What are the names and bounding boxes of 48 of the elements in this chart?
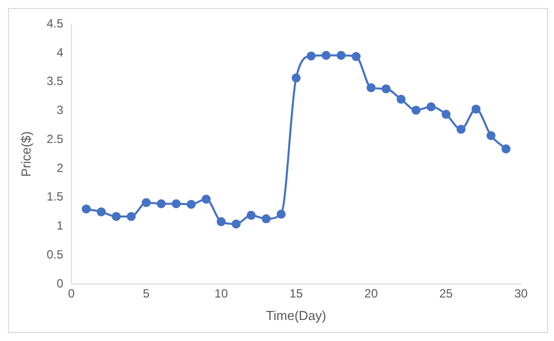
x-tick-label: 5 xyxy=(142,286,150,301)
y-tick-label: 3.5 xyxy=(46,74,64,88)
point xyxy=(292,73,301,82)
point xyxy=(382,84,391,94)
point xyxy=(352,52,361,62)
point xyxy=(306,51,316,60)
y-tick-label: 1.5 xyxy=(46,190,64,204)
point xyxy=(456,124,466,134)
point xyxy=(486,131,496,140)
point xyxy=(502,144,511,154)
point xyxy=(276,210,286,219)
y-tick-label: 2 xyxy=(56,160,64,175)
y-tick-label: 0.5 xyxy=(46,247,64,262)
point xyxy=(426,102,436,112)
x-tick-label: 0 xyxy=(68,286,75,301)
point xyxy=(322,50,331,60)
point xyxy=(156,199,166,208)
x-tick-label: 20 xyxy=(364,286,378,301)
y-tick-label: 1 xyxy=(56,218,64,233)
point xyxy=(126,212,136,221)
y-tick-label: 0 xyxy=(56,276,64,290)
y-axis-title: Price($) xyxy=(18,131,34,177)
y-tick-label: 4 xyxy=(56,45,64,60)
point xyxy=(412,106,421,115)
y-tick-label: 3 xyxy=(56,103,64,118)
point xyxy=(216,217,226,226)
point xyxy=(112,212,121,221)
point xyxy=(366,83,376,92)
point xyxy=(442,110,451,119)
point xyxy=(246,210,256,220)
point xyxy=(172,199,181,208)
x-tick-label: 30 xyxy=(514,286,528,301)
point xyxy=(82,204,91,214)
point xyxy=(472,104,481,114)
point xyxy=(142,198,151,208)
point xyxy=(186,200,196,209)
point xyxy=(336,50,346,60)
y-tick-label: 4.5 xyxy=(46,16,64,31)
point xyxy=(262,214,271,224)
point xyxy=(202,194,211,204)
point xyxy=(232,219,241,228)
y-tick-label: 2.5 xyxy=(46,132,64,146)
x-tick-label: 15 xyxy=(289,286,304,301)
x-axis-title: Time(Day) xyxy=(266,308,326,323)
x-tick-label: 25 xyxy=(439,286,454,301)
x-tick-label: 10 xyxy=(214,286,228,301)
point xyxy=(96,207,106,216)
point xyxy=(396,94,406,104)
